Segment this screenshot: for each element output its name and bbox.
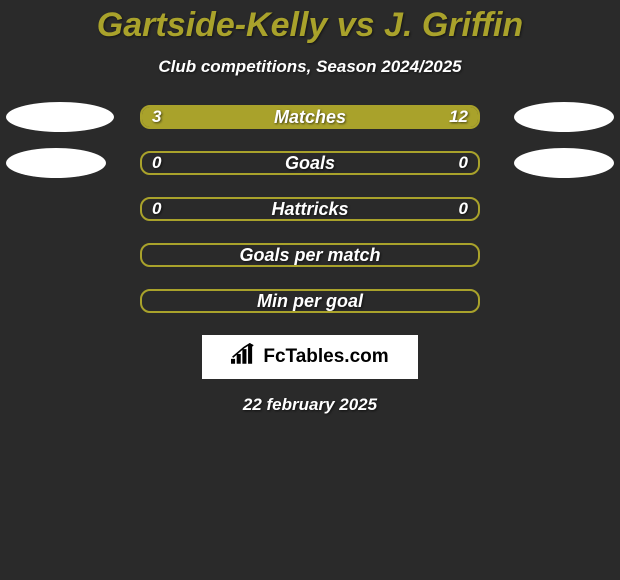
stat-row: Matches3 12 <box>0 105 620 129</box>
stat-row: Goals per match <box>0 243 620 267</box>
player-oval-right <box>514 148 614 178</box>
page-title: Gartside-Kelly vs J. Griffin <box>0 0 620 45</box>
branding-text: FcTables.com <box>263 346 388 368</box>
stat-label: Hattricks <box>142 199 478 219</box>
stat-bar: Hattricks0 0 <box>140 197 480 221</box>
title-vs: vs <box>327 6 384 44</box>
subtitle: Club competitions, Season 2024/2025 <box>0 57 620 77</box>
player-oval-right <box>514 102 614 132</box>
stat-row: Hattricks0 0 <box>0 197 620 221</box>
stat-label: Min per goal <box>142 291 478 311</box>
stats-container: Matches312Goals00Hattricks00Goals per ma… <box>0 105 620 313</box>
branding-badge: FcTables.com <box>202 335 418 379</box>
stat-value-left: 3 <box>142 107 171 127</box>
date-text: 22 february 2025 <box>0 395 620 415</box>
stat-label: Goals <box>142 153 478 173</box>
player-oval-left <box>6 148 106 178</box>
stat-bar: Min per goal <box>140 289 480 313</box>
stat-row: Goals0 0 <box>0 151 620 175</box>
stat-value-right: 0 <box>449 153 478 173</box>
stat-label: Matches <box>142 107 478 127</box>
stat-value-left: 0 <box>142 153 171 173</box>
stat-value-right: 12 <box>439 107 478 127</box>
title-left: Gartside-Kelly <box>97 6 328 44</box>
player-oval-left <box>6 102 114 132</box>
stat-value-left: 0 <box>142 199 171 219</box>
stat-bar: Goals0 0 <box>140 151 480 175</box>
stat-value-right: 0 <box>449 199 478 219</box>
stat-bar: Goals per match <box>140 243 480 267</box>
stat-bar: Matches3 12 <box>140 105 480 129</box>
stat-label: Goals per match <box>142 245 478 265</box>
stat-row: Min per goal <box>0 289 620 313</box>
title-right: J. Griffin <box>384 6 523 44</box>
chart-icon <box>231 343 257 371</box>
